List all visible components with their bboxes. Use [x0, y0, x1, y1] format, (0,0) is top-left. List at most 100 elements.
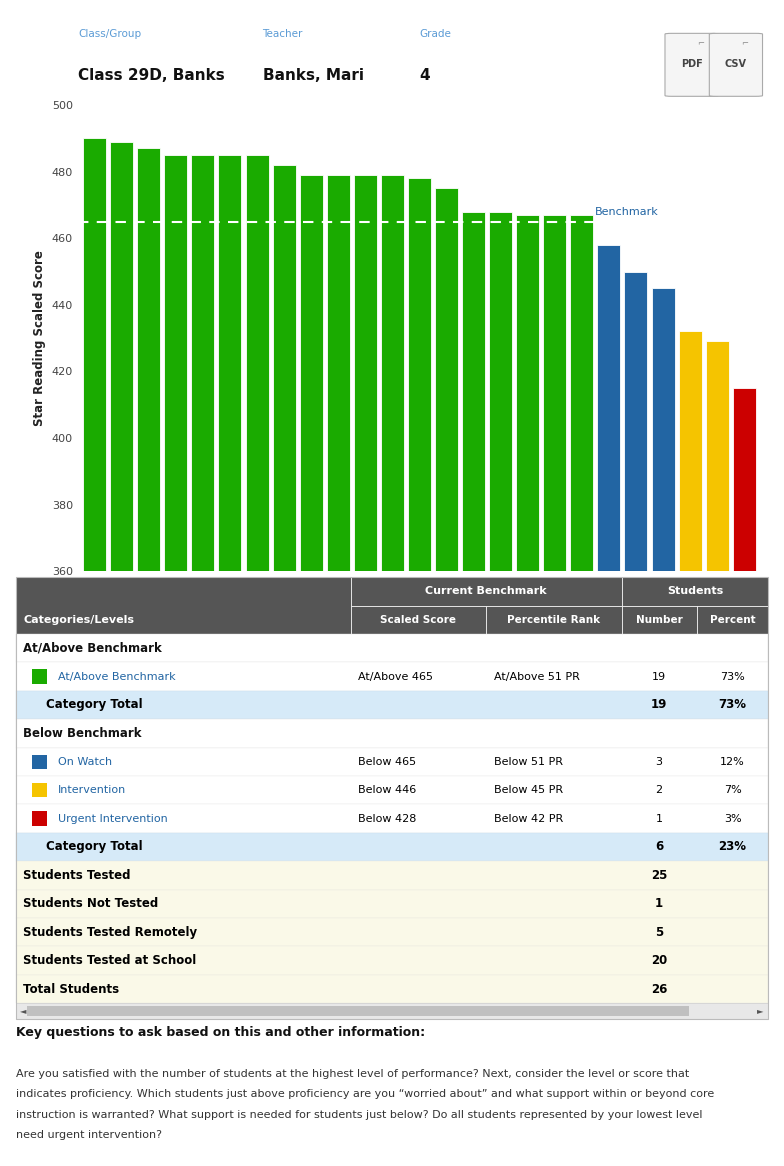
Bar — [733, 388, 756, 571]
Text: Below 51 PR: Below 51 PR — [494, 757, 563, 767]
Bar — [137, 148, 160, 571]
Text: 26: 26 — [651, 983, 667, 996]
Text: At/Above 465: At/Above 465 — [358, 672, 433, 682]
Bar — [16, 805, 768, 833]
Text: Urgent Intervention: Urgent Intervention — [58, 814, 168, 823]
Text: Benchmark: Benchmark — [595, 206, 659, 217]
Text: PDF: PDF — [681, 59, 702, 69]
Text: 6: 6 — [655, 841, 663, 854]
Bar — [27, 1005, 689, 1017]
Text: ►: ► — [757, 1006, 764, 1016]
Text: ◄: ◄ — [20, 1006, 27, 1016]
Text: At/Above Benchmark: At/Above Benchmark — [58, 672, 176, 682]
Bar — [245, 155, 269, 571]
Text: 20: 20 — [651, 954, 667, 967]
Bar — [32, 669, 47, 683]
Text: 2: 2 — [655, 785, 662, 795]
Bar — [16, 833, 768, 862]
Text: At/Above 51 PR: At/Above 51 PR — [494, 672, 579, 682]
Bar — [16, 890, 768, 918]
Bar — [16, 1003, 768, 1019]
Text: 1: 1 — [655, 898, 663, 911]
Bar — [16, 862, 768, 890]
Text: Teacher: Teacher — [263, 29, 303, 40]
Bar — [16, 947, 768, 975]
FancyBboxPatch shape — [665, 34, 718, 97]
Text: Scaled Score: Scaled Score — [380, 614, 456, 625]
Text: 1: 1 — [655, 814, 662, 823]
Text: 19: 19 — [651, 698, 667, 711]
Bar — [706, 342, 728, 571]
Text: Banks, Mari: Banks, Mari — [263, 68, 364, 83]
Bar — [570, 215, 593, 571]
Bar — [381, 175, 404, 571]
Text: Below 465: Below 465 — [358, 757, 416, 767]
Text: 73%: 73% — [720, 672, 745, 682]
Text: Category Total: Category Total — [45, 698, 143, 711]
Text: Grade: Grade — [419, 29, 452, 40]
Text: instruction is warranted? What support is needed for students just below? Do all: instruction is warranted? What support i… — [16, 1110, 702, 1119]
Bar — [16, 918, 768, 947]
Text: Below 428: Below 428 — [358, 814, 416, 823]
Text: 4: 4 — [419, 68, 430, 83]
Text: Students Tested at School: Students Tested at School — [24, 954, 197, 967]
Bar — [462, 211, 485, 571]
Bar — [32, 784, 47, 798]
Text: Students Tested: Students Tested — [24, 869, 131, 881]
Bar — [350, 605, 486, 634]
Bar — [191, 155, 214, 571]
Bar — [16, 577, 350, 634]
Text: need urgent intervention?: need urgent intervention? — [16, 1130, 162, 1140]
Bar — [354, 175, 377, 571]
Y-axis label: Star Reading Scaled Score: Star Reading Scaled Score — [33, 251, 46, 426]
X-axis label: Students: Students — [384, 580, 455, 593]
Text: 25: 25 — [651, 869, 667, 881]
Bar — [16, 634, 768, 662]
Bar — [622, 577, 768, 605]
Text: 19: 19 — [652, 672, 666, 682]
Text: Below 45 PR: Below 45 PR — [494, 785, 563, 795]
Text: 5: 5 — [655, 926, 663, 939]
Bar — [516, 215, 539, 571]
Bar — [489, 211, 512, 571]
Bar — [16, 975, 768, 1003]
Text: Categories/Levels: Categories/Levels — [24, 614, 134, 625]
Text: Class/Group: Class/Group — [78, 29, 142, 40]
Bar — [697, 605, 768, 634]
Text: ⌐: ⌐ — [742, 40, 748, 49]
Bar — [622, 605, 697, 634]
Bar — [32, 812, 47, 826]
Text: ⌐: ⌐ — [697, 40, 704, 49]
Text: Current Benchmark: Current Benchmark — [425, 586, 547, 596]
Text: 7%: 7% — [724, 785, 742, 795]
Bar — [652, 288, 674, 571]
Bar — [273, 164, 296, 571]
Bar — [408, 178, 431, 571]
Text: Number: Number — [636, 614, 683, 625]
Bar — [679, 331, 702, 571]
Text: Are you satisfied with the number of students at the highest level of performanc: Are you satisfied with the number of stu… — [16, 1069, 689, 1079]
Bar — [16, 577, 350, 605]
Text: Percent: Percent — [710, 614, 755, 625]
Text: 73%: 73% — [719, 698, 746, 711]
Text: Below Benchmark: Below Benchmark — [24, 726, 142, 740]
Bar — [597, 245, 620, 571]
Bar — [16, 662, 768, 690]
Text: On Watch: On Watch — [58, 757, 112, 767]
Bar — [32, 754, 47, 768]
Text: At/Above Benchmark: At/Above Benchmark — [24, 641, 162, 654]
Text: 3%: 3% — [724, 814, 742, 823]
Text: 12%: 12% — [720, 757, 745, 767]
Bar — [486, 605, 622, 634]
Text: indicates proficiency. Which students just above proficiency are you “worried ab: indicates proficiency. Which students ju… — [16, 1089, 714, 1100]
Text: Percentile Rank: Percentile Rank — [507, 614, 601, 625]
Text: 3: 3 — [655, 757, 662, 767]
Text: Key questions to ask based on this and other information:: Key questions to ask based on this and o… — [16, 1026, 425, 1039]
Bar — [83, 139, 106, 571]
Text: 23%: 23% — [719, 841, 746, 854]
Text: Students: Students — [667, 586, 723, 596]
Bar — [219, 155, 241, 571]
Bar — [16, 690, 768, 719]
Text: Class 29D, Banks: Class 29D, Banks — [78, 68, 225, 83]
Bar — [165, 155, 187, 571]
